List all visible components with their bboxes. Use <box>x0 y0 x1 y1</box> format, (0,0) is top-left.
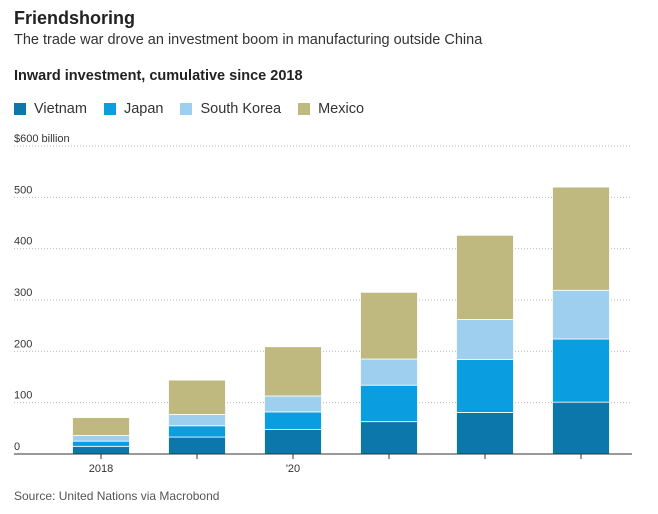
chart-subtitle: The trade war drove an investment boom i… <box>14 32 483 48</box>
x-tick-label-0: 2018 <box>89 463 113 475</box>
x-tick-label-2: '20 <box>286 463 300 475</box>
bar-mexico-2023 <box>552 186 610 291</box>
y-unit-label: $600 billion <box>14 133 70 145</box>
chart-heading: Inward investment, cumulative since 2018 <box>14 68 303 84</box>
bar-south-korea-2023 <box>552 289 610 340</box>
y-tick-label-400: 400 <box>14 236 32 248</box>
bar-vietnam-2019 <box>168 436 226 455</box>
y-tick-label-500: 500 <box>14 184 32 196</box>
bar-vietnam-20 <box>264 428 322 455</box>
bar-japan-2019 <box>168 425 226 438</box>
chart-title-main: Friendshoring <box>14 8 135 28</box>
legend-label-south-korea: South Korea <box>200 101 282 117</box>
bar-japan-2022 <box>456 359 514 413</box>
legend-label-mexico: Mexico <box>318 101 365 117</box>
bar-japan-2023 <box>552 338 610 403</box>
legend-label-vietnam: Vietnam <box>34 101 87 117</box>
bar-vietnam-2018 <box>72 445 130 455</box>
source-note: Source: United Nations via Macrobond <box>14 489 220 503</box>
bar-mexico-2021 <box>360 291 418 360</box>
bar-japan-2018 <box>72 440 130 447</box>
bar-japan-2021 <box>360 384 418 423</box>
legend-swatch-vietnam <box>14 103 26 115</box>
bar-south-korea-2021 <box>360 358 418 386</box>
bar-mexico-2018 <box>72 417 130 436</box>
bar-mexico-20 <box>264 346 322 397</box>
legend-item-south-korea: South Korea <box>180 101 281 117</box>
bars <box>72 186 610 455</box>
gridlines: $600 billion 0 100 200 300 400 500 <box>14 133 632 453</box>
legend-swatch-mexico <box>298 103 311 115</box>
bar-mexico-2019 <box>168 379 226 415</box>
y-tick-label-300: 300 <box>14 287 32 299</box>
bar-south-korea-20 <box>264 395 322 413</box>
bar-south-korea-2019 <box>168 414 226 427</box>
legend-swatch-south-korea <box>180 103 193 115</box>
axes: 2018 '20 <box>14 453 632 475</box>
legend-item-japan: Japan <box>103 101 164 117</box>
legend-item-mexico: Mexico <box>298 101 364 117</box>
legend-swatch-japan <box>103 103 116 115</box>
bar-south-korea-2018 <box>72 435 130 442</box>
legend: Vietnam Japan South Korea Mexico <box>14 101 381 117</box>
y-tick-label-200: 200 <box>14 338 32 350</box>
bar-mexico-2022 <box>456 234 514 320</box>
bar-japan-20 <box>264 411 322 430</box>
legend-label-japan: Japan <box>123 101 164 117</box>
bar-vietnam-2021 <box>360 421 418 455</box>
bar-south-korea-2022 <box>456 319 514 360</box>
bar-vietnam-2022 <box>456 412 514 455</box>
y-tick-label-0: 0 <box>14 441 20 453</box>
y-tick-label-100: 100 <box>14 390 32 402</box>
legend-item-vietnam: Vietnam <box>14 101 87 117</box>
bar-vietnam-2023 <box>552 401 610 455</box>
